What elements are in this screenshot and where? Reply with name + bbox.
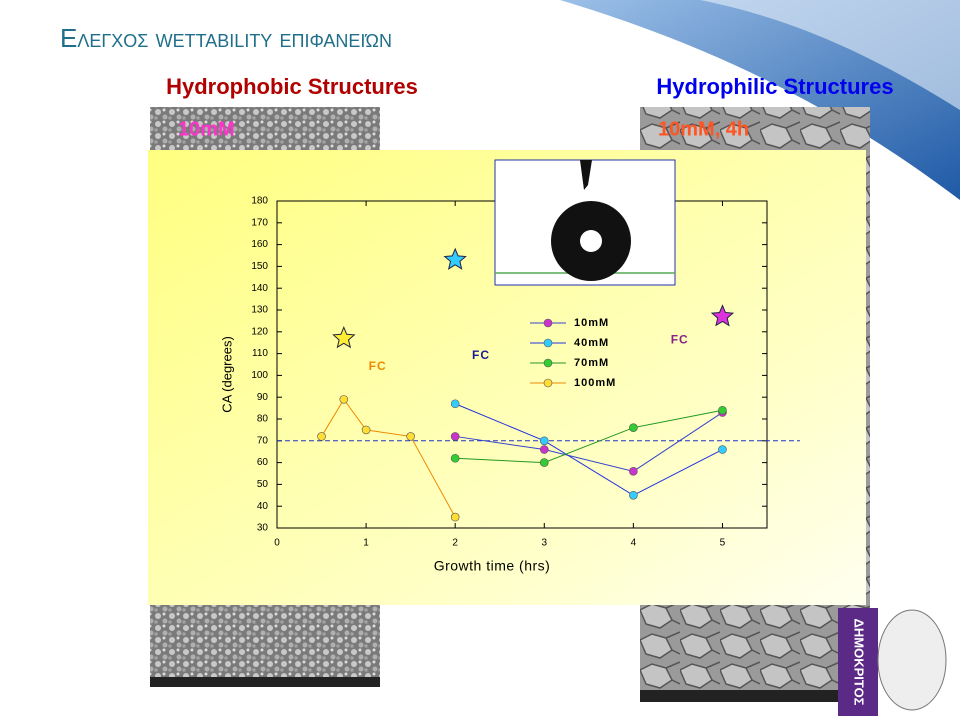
y-tick-label: 110: [252, 348, 268, 359]
logo-text: ΔΗΜΟΚΡΙΤΟΣ: [852, 619, 867, 706]
image-label: 10mM: [178, 118, 235, 140]
legend-marker: [543, 338, 553, 348]
y-tick-label: 150: [251, 261, 268, 272]
y-tick-label: 180: [251, 196, 268, 207]
series-line: [455, 409, 723, 464]
data-point: [539, 458, 549, 467]
x-tick-label: 4: [631, 538, 637, 549]
data-point: [450, 453, 460, 463]
legend-marker: [543, 358, 553, 368]
legend-label: 10mM: [574, 317, 609, 329]
right-heading: Hydrophilic Structures: [656, 74, 893, 99]
data-point: [317, 432, 326, 441]
data-point: [718, 445, 727, 454]
y-tick-label: 130: [251, 305, 268, 316]
needle: [580, 160, 592, 190]
y-tick-label: 60: [257, 457, 269, 468]
annotation: FC: [671, 333, 689, 347]
swoosh-highlight: [700, 0, 960, 110]
x-tick-label: 1: [363, 538, 369, 549]
y-tick-label: 90: [257, 392, 269, 403]
data-point: [406, 432, 415, 441]
star-marker: [332, 325, 356, 349]
sem-caption-bar: [150, 677, 380, 687]
legend-marker: [543, 318, 553, 328]
legend-label: 70mM: [574, 357, 609, 369]
data-point: [629, 423, 638, 433]
x-axis-label: Growth time (hrs): [434, 558, 551, 574]
legend-label: 40mM: [574, 337, 609, 349]
droplet-highlight: [580, 230, 602, 252]
data-point: [718, 405, 727, 415]
legend-marker: [543, 378, 553, 388]
sem-caption-bar: [640, 690, 870, 702]
y-tick-label: 120: [251, 326, 268, 337]
logo-bust: [877, 609, 947, 711]
y-tick-label: 80: [257, 414, 269, 425]
data-point: [361, 425, 371, 435]
droplet-inset: [494, 159, 676, 286]
left-heading: Hydrophobic Structures: [166, 74, 418, 99]
data-point: [539, 436, 549, 446]
series-line: [454, 403, 723, 496]
annotation: FC: [472, 348, 490, 362]
y-tick-label: 40: [257, 501, 269, 512]
chart: 3040506070809010011012013014015016017018…: [219, 159, 800, 574]
x-tick-label: 3: [541, 538, 547, 549]
logo: [838, 608, 878, 716]
x-tick-label: 2: [452, 538, 458, 549]
data-point: [450, 399, 460, 409]
y-tick-label: 70: [257, 435, 269, 446]
x-tick-label: 5: [720, 538, 726, 549]
annotation: FC: [369, 359, 387, 373]
data-point: [450, 512, 460, 522]
y-tick-label: 50: [257, 479, 269, 490]
y-tick-label: 100: [251, 370, 268, 381]
data-point: [450, 432, 460, 441]
data-point: [539, 445, 549, 454]
series-line: [455, 412, 723, 472]
data-point: [339, 395, 349, 404]
y-tick-label: 170: [251, 217, 268, 228]
image-label: 10mM, 4h: [658, 118, 749, 140]
star-marker: [710, 304, 735, 327]
y-axis-label: CA (degrees): [219, 336, 234, 413]
legend-label: 100mM: [574, 377, 616, 389]
data-point: [629, 490, 638, 500]
star-marker: [443, 247, 467, 270]
y-tick-label: 140: [251, 283, 268, 294]
y-tick-label: 160: [251, 239, 268, 250]
x-tick-label: 0: [274, 538, 280, 549]
data-point: [629, 467, 638, 476]
y-tick-label: 30: [257, 523, 269, 534]
slide-title: Ελεγχος wettability επιφανειών: [60, 23, 392, 53]
